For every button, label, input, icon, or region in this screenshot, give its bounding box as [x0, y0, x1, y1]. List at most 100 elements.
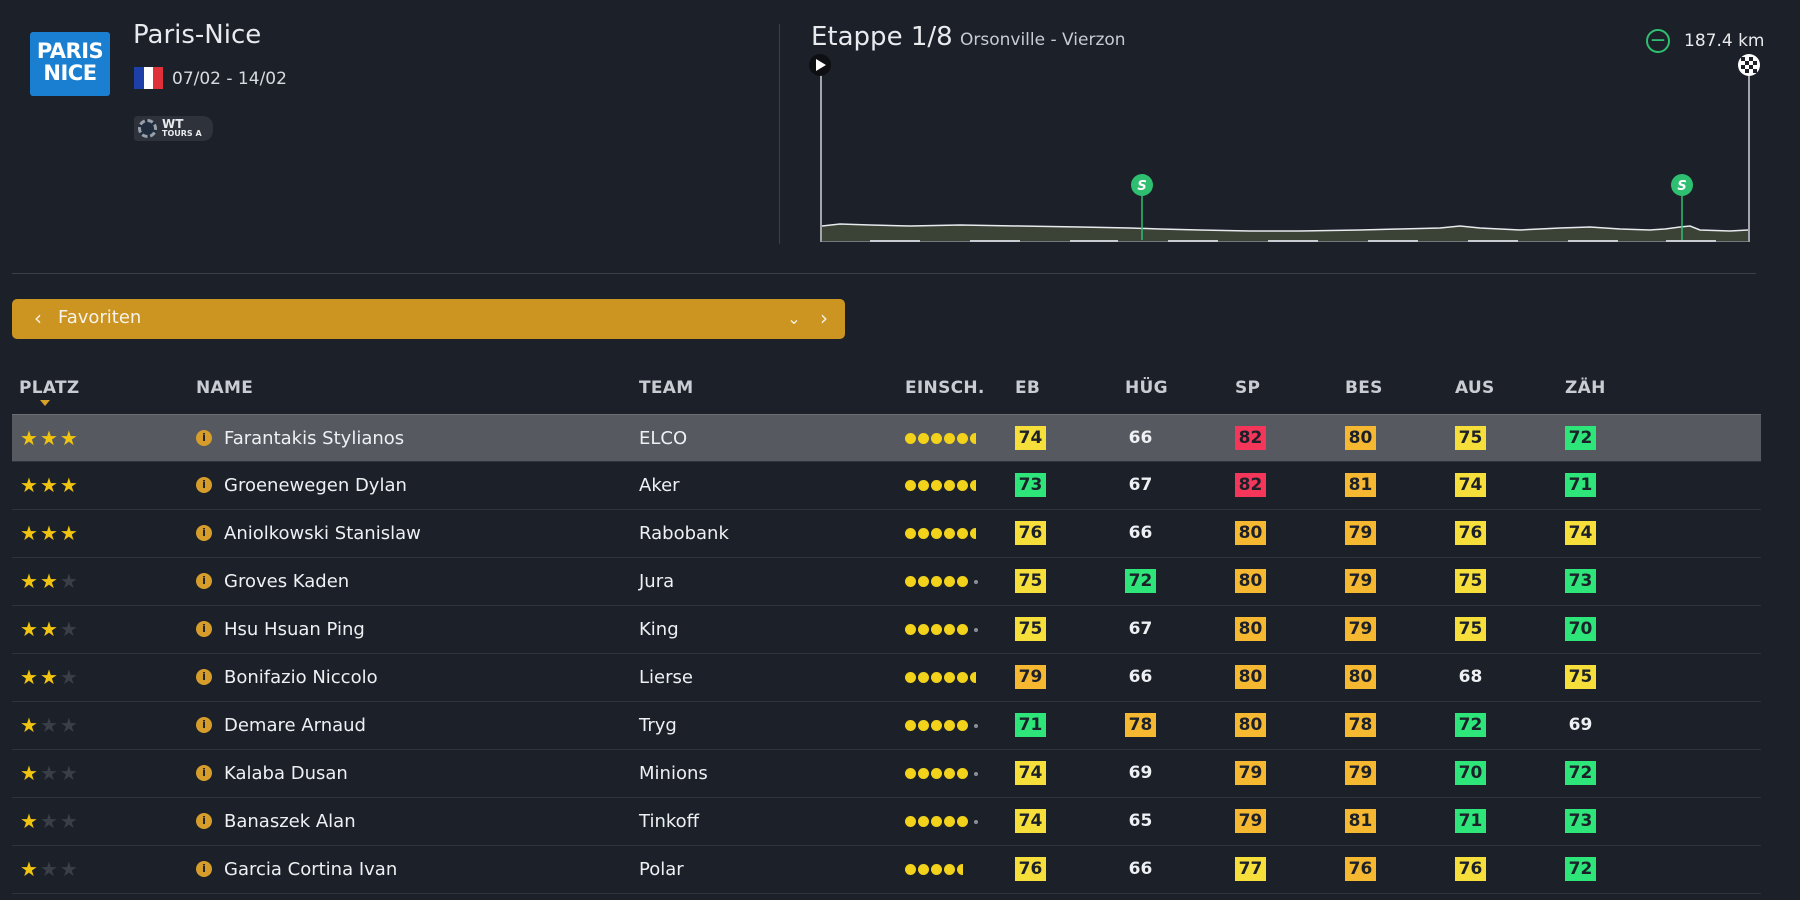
stat-value: 80 — [1235, 713, 1266, 737]
profile-line — [821, 223, 1749, 232]
header-divider — [779, 24, 780, 244]
info-icon[interactable]: i — [196, 861, 212, 877]
stat-value: 69 — [1568, 715, 1593, 735]
sprint-marker-1-label: S — [1137, 179, 1146, 194]
stage-title: Etappe 1/8 — [811, 22, 953, 52]
stat-value: 80 — [1235, 665, 1266, 689]
star-icon: ★ — [20, 809, 38, 833]
rating-stars: ★ ★ ★ — [20, 811, 78, 831]
stat-value: 80 — [1235, 617, 1266, 641]
form-dot-icon — [931, 768, 942, 779]
stat-value: 70 — [1565, 617, 1596, 641]
form-indicator — [905, 672, 976, 683]
chevron-right-icon[interactable]: › — [820, 306, 828, 330]
rider-name[interactable]: Banaszek Alan — [224, 811, 356, 832]
form-dot-icon — [918, 624, 929, 635]
col-team[interactable]: TEAM — [639, 378, 694, 398]
form-indicator — [905, 768, 978, 779]
col-hug[interactable]: HÜG — [1125, 378, 1168, 398]
rating-stars: ★ ★ ★ — [20, 523, 78, 543]
col-platz[interactable]: PLATZ — [19, 378, 80, 398]
col-eb[interactable]: EB — [1015, 378, 1041, 398]
logo-line-2: NICE — [43, 61, 97, 85]
table-header: PLATZ NAME TEAM EINSCH. EB HÜG SP BES AU… — [12, 370, 1761, 414]
info-icon[interactable]: i — [196, 765, 212, 781]
stat-value: 70 — [1455, 761, 1486, 785]
form-dot-icon — [957, 720, 968, 731]
stage-distance: 187.4 km — [1684, 31, 1765, 51]
form-dot-icon — [957, 768, 968, 779]
info-icon[interactable]: i — [196, 477, 212, 493]
stat-value: 67 — [1128, 619, 1153, 639]
chevron-down-icon[interactable]: ⌄ — [787, 309, 801, 328]
form-dot-icon — [944, 864, 955, 875]
table-row[interactable]: ★ ★ ★ i Hsu Hsuan Ping King 75 67 80 79 75 70 — [12, 606, 1761, 654]
form-dot-icon — [957, 816, 968, 827]
chevron-left-icon[interactable]: ‹ — [34, 306, 42, 330]
rider-name[interactable]: Garcia Cortina Ivan — [224, 859, 398, 880]
section-divider — [12, 273, 1756, 274]
rider-name[interactable]: Groenewegen Dylan — [224, 475, 407, 496]
table-row[interactable]: ★ ★ ★ i Banaszek Alan Tinkoff 74 65 79 81 71 73 — [12, 798, 1761, 846]
star-icon: ★ — [39, 809, 58, 833]
race-dates: 07/02 - 14/02 — [172, 69, 287, 89]
form-dot-icon — [905, 720, 916, 731]
info-icon[interactable]: i — [196, 669, 212, 685]
stat-value: 78 — [1345, 713, 1376, 737]
form-dot-icon — [905, 576, 916, 587]
form-dot-icon — [931, 624, 942, 635]
col-bes[interactable]: BES — [1345, 378, 1383, 398]
table-row[interactable]: ★ ★ ★ i Farantakis Stylianos ELCO 74 66 82 80 75 72 — [12, 414, 1761, 462]
stage-profile[interactable]: S S — [800, 48, 1760, 248]
table-row[interactable]: ★ ★ ★ i Groves Kaden Jura 75 72 80 79 75 73 — [12, 558, 1761, 606]
form-indicator — [905, 528, 976, 539]
stat-value: 74 — [1455, 473, 1486, 497]
rider-name[interactable]: Hsu Hsuan Ping — [224, 619, 365, 640]
rating-stars: ★ ★ ★ — [20, 428, 78, 448]
col-sp[interactable]: SP — [1235, 378, 1261, 398]
info-icon[interactable]: i — [196, 430, 212, 446]
info-icon[interactable]: i — [196, 717, 212, 733]
info-icon[interactable]: i — [196, 525, 212, 541]
form-dot-half-icon — [970, 433, 976, 444]
star-icon: ★ — [39, 473, 58, 497]
form-dot-icon — [918, 433, 929, 444]
team-name: Rabobank — [639, 523, 729, 544]
info-icon[interactable]: i — [196, 621, 212, 637]
stat-value: 75 — [1455, 617, 1486, 641]
table-row[interactable]: ★ ★ ★ i Kalaba Dusan Minions 74 69 79 79 70 72 — [12, 750, 1761, 798]
table-row[interactable]: ★ ★ ★ i Aniolkowski Stanislaw Rabobank 76 66 80 7… — [12, 510, 1761, 558]
stat-value: 68 — [1458, 667, 1483, 687]
rider-name[interactable]: Groves Kaden — [224, 571, 350, 592]
team-name: Minions — [639, 763, 708, 784]
stat-value: 80 — [1235, 569, 1266, 593]
form-dot-icon — [918, 576, 929, 587]
rider-name[interactable]: Bonifazio Niccolo — [224, 667, 378, 688]
col-zah[interactable]: ZÄH — [1565, 378, 1606, 398]
col-einsch[interactable]: EINSCH. — [905, 378, 985, 398]
sprint-marker-2-icon — [1671, 174, 1693, 196]
col-aus[interactable]: AUS — [1455, 378, 1495, 398]
star-icon: ★ — [20, 426, 38, 450]
form-dot-empty-icon — [974, 628, 978, 632]
form-dot-icon — [944, 672, 955, 683]
info-icon[interactable]: i — [196, 813, 212, 829]
stat-value: 71 — [1455, 809, 1486, 833]
favorites-selector[interactable]: ‹ Favoriten ⌄ › — [12, 299, 845, 339]
col-name[interactable]: NAME — [196, 378, 254, 398]
stat-value: 72 — [1565, 761, 1596, 785]
rider-name[interactable]: Farantakis Stylianos — [224, 428, 405, 449]
star-icon: ★ — [59, 809, 78, 833]
selector-label[interactable]: Favoriten — [58, 307, 142, 328]
rider-name[interactable]: Kalaba Dusan — [224, 763, 348, 784]
info-icon[interactable]: i — [196, 573, 212, 589]
rider-name[interactable]: Aniolkowski Stanislaw — [224, 523, 421, 544]
stat-value: 79 — [1345, 761, 1376, 785]
table-row[interactable]: ★ ★ ★ i Bonifazio Niccolo Lierse 79 66 80 80 68 75 — [12, 654, 1761, 702]
rider-name[interactable]: Demare Arnaud — [224, 715, 366, 736]
table-row[interactable]: ★ ★ ★ i Groenewegen Dylan Aker 73 67 82 81 74 71 — [12, 462, 1761, 510]
stat-value: 74 — [1015, 426, 1046, 450]
form-dot-icon — [931, 720, 942, 731]
table-row[interactable]: ★ ★ ★ i Garcia Cortina Ivan Polar 76 66 77 76 76 72 — [12, 846, 1761, 894]
table-row[interactable]: ★ ★ ★ i Demare Arnaud Tryg 71 78 80 78 72 69 — [12, 702, 1761, 750]
